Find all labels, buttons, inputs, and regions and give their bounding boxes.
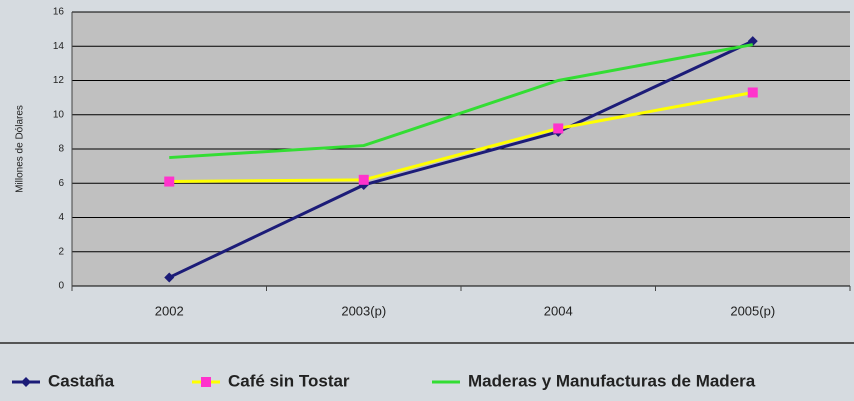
y-axis-label: Millones de Dólares bbox=[15, 105, 26, 193]
legend-marker bbox=[201, 377, 211, 387]
y-tick-label: 10 bbox=[53, 109, 65, 120]
legend-marker bbox=[21, 377, 31, 387]
data-point bbox=[164, 272, 175, 283]
series-line bbox=[169, 91, 754, 184]
y-tick-label: 8 bbox=[58, 144, 64, 155]
y-tick-label: 4 bbox=[58, 212, 64, 223]
data-point bbox=[747, 87, 758, 98]
y-tick-label: 12 bbox=[53, 75, 65, 86]
y-tick-label: 0 bbox=[58, 281, 64, 292]
legend-label: Maderas y Manufacturas de Madera bbox=[468, 371, 756, 390]
data-point bbox=[164, 176, 175, 187]
series-line bbox=[169, 43, 754, 160]
legend-label: Café sin Tostar bbox=[228, 371, 350, 390]
x-tick-label: 2004 bbox=[544, 303, 573, 318]
y-tick-label: 16 bbox=[53, 7, 65, 18]
data-point bbox=[553, 123, 564, 134]
data-point bbox=[358, 174, 369, 185]
x-tick-label: 2005(p) bbox=[730, 303, 775, 318]
y-tick-label: 2 bbox=[58, 246, 64, 257]
x-tick-label: 2003(p) bbox=[341, 303, 386, 318]
series-line bbox=[168, 39, 754, 279]
y-tick-label: 14 bbox=[53, 41, 65, 52]
legend-label: Castaña bbox=[48, 371, 115, 390]
x-tick-label: 2002 bbox=[155, 303, 184, 318]
y-tick-label: 6 bbox=[58, 178, 64, 189]
